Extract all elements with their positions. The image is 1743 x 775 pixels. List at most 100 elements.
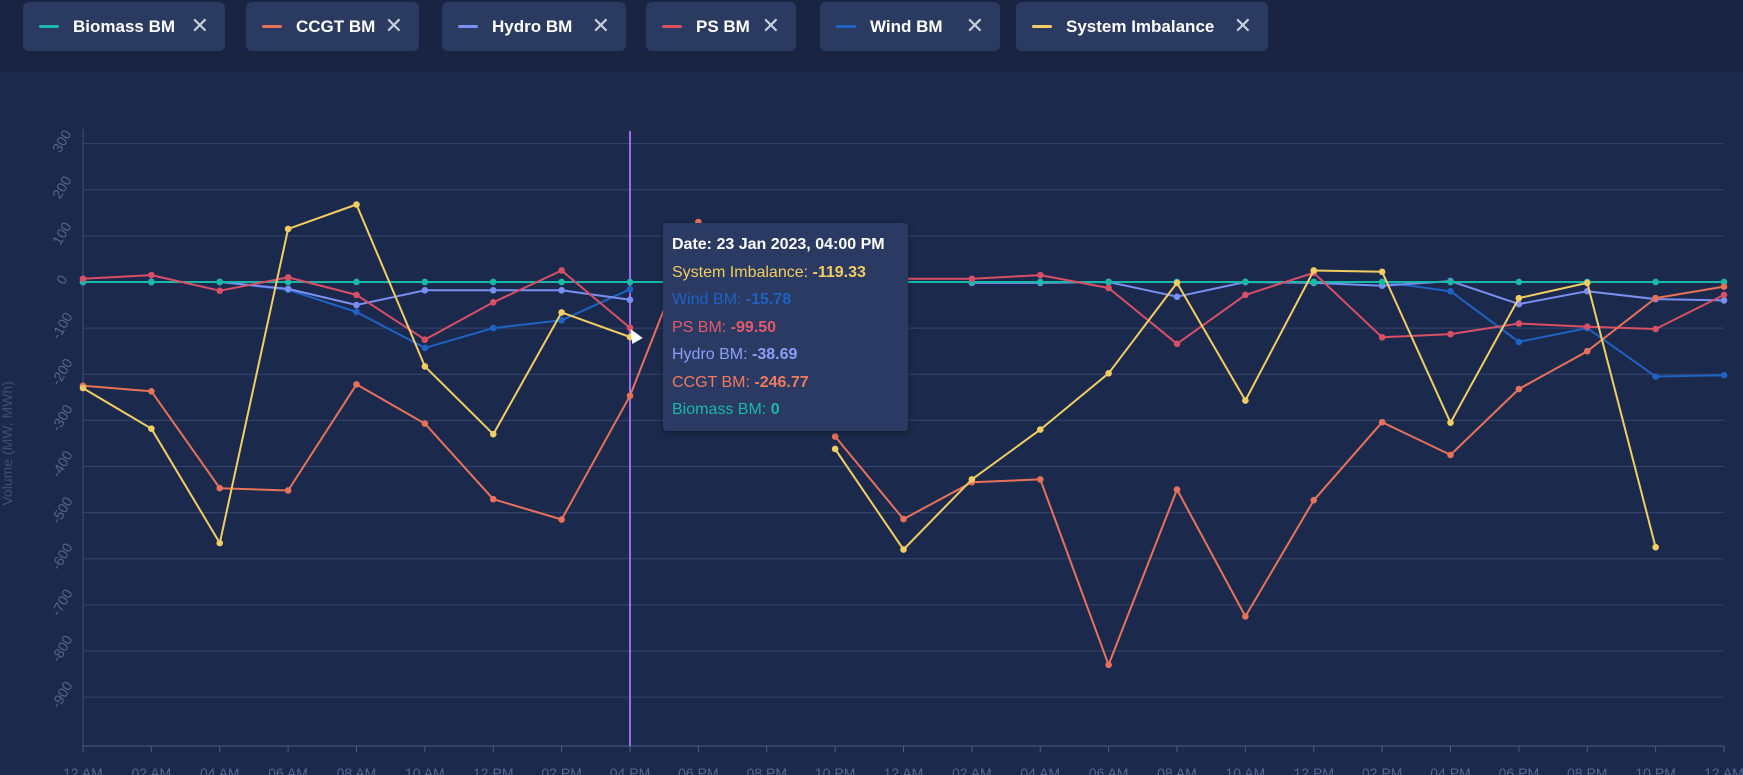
- x-tick-label: 02 AM: [952, 765, 992, 775]
- y-tick-label: -100: [48, 309, 76, 341]
- legend-chip-imbalance[interactable]: System Imbalance ✕: [1016, 2, 1268, 51]
- close-icon[interactable]: ✕: [591, 13, 610, 38]
- x-tick-label: 06 PM: [1499, 765, 1539, 775]
- data-point-biomass: [1447, 278, 1454, 286]
- data-point-biomass: [148, 278, 155, 286]
- x-tick-label: 10 AM: [1226, 765, 1266, 775]
- data-point-ps: [558, 267, 565, 274]
- x-tick-label: 06 PM: [678, 765, 718, 775]
- data-point-hydro: [1720, 297, 1728, 304]
- y-tick-label: 0: [53, 272, 71, 287]
- data-point-biomass: [1036, 278, 1044, 286]
- legend-swatch-biomass: [39, 25, 59, 28]
- tooltip-date: Date: 23 Jan 2023, 04:00 PM: [672, 236, 885, 253]
- data-point-imbalance: [558, 309, 565, 316]
- data-point-ps: [1720, 291, 1728, 299]
- data-point-ccgt: [1720, 283, 1728, 290]
- close-icon[interactable]: ✕: [761, 13, 780, 38]
- close-icon[interactable]: ✕: [965, 13, 984, 38]
- data-point-imbalance: [421, 363, 429, 370]
- y-tick-label: -400: [48, 448, 76, 480]
- x-tick-label: 12 PM: [473, 765, 513, 775]
- data-point-ccgt: [1583, 347, 1591, 355]
- data-point-ccgt: [1242, 613, 1249, 620]
- data-point-imbalance: [79, 384, 87, 392]
- data-point-wind: [1652, 373, 1659, 380]
- tooltip-row-value: -38.69: [752, 346, 798, 363]
- data-point-imbalance: [1583, 279, 1591, 287]
- data-point-hydro: [421, 286, 429, 294]
- data-point-imbalance: [216, 539, 224, 547]
- data-point-ps: [1242, 291, 1249, 299]
- y-tick-label: -900: [48, 678, 76, 710]
- tooltip-row: Biomass BM: 0: [672, 396, 899, 424]
- legend-chip-ps[interactable]: PS BM ✕: [646, 2, 796, 51]
- x-tick-label: 10 AM: [405, 765, 445, 775]
- data-point-ps: [1447, 330, 1454, 338]
- data-point-wind: [558, 316, 565, 324]
- data-point-ps: [1515, 320, 1523, 327]
- legend-swatch-wind: [836, 25, 856, 28]
- data-point-hydro: [626, 296, 634, 304]
- data-point-imbalance: [1105, 370, 1112, 377]
- data-point-ps: [353, 291, 360, 299]
- y-tick-label: -500: [48, 494, 76, 526]
- tooltip-row: Wind BM: -15.78: [672, 286, 899, 314]
- data-point-ccgt: [1310, 496, 1318, 504]
- tooltip-row: CCGT BM: -246.77: [672, 369, 899, 397]
- tooltip-row-label: Wind BM:: [672, 291, 746, 308]
- data-point-ccgt: [1447, 451, 1454, 459]
- data-point-biomass: [284, 278, 292, 286]
- data-point-wind: [1720, 371, 1728, 379]
- legend-chip-wind[interactable]: Wind BM ✕: [820, 2, 1000, 51]
- y-tick-label: -200: [48, 355, 76, 387]
- data-point-ccgt: [900, 515, 907, 523]
- data-point-ccgt: [1378, 418, 1386, 426]
- close-icon[interactable]: ✕: [190, 13, 209, 38]
- data-point-imbalance: [1173, 279, 1181, 287]
- data-point-hydro: [489, 286, 497, 294]
- y-tick-label: -800: [48, 632, 76, 664]
- data-point-biomass: [1310, 278, 1318, 286]
- tooltip-row-label: System Imbalance:: [672, 263, 813, 281]
- close-icon[interactable]: ✕: [384, 13, 403, 38]
- data-point-hydro: [353, 301, 360, 309]
- data-point-imbalance: [489, 430, 497, 438]
- data-point-ccgt: [148, 387, 155, 395]
- x-tick-label: 12 PM: [1294, 765, 1334, 775]
- legend-label-imbalance: System Imbalance: [1066, 16, 1215, 36]
- data-point-imbalance: [1515, 294, 1523, 302]
- data-point-wind: [489, 324, 497, 332]
- close-icon[interactable]: ✕: [1233, 13, 1252, 38]
- data-point-wind: [626, 285, 634, 293]
- data-point-ccgt: [1652, 294, 1659, 302]
- legend-swatch-ps: [662, 25, 682, 28]
- data-point-ps: [626, 324, 634, 332]
- x-tick-label: 02 PM: [1362, 765, 1402, 775]
- legend-label-ccgt: CCGT BM: [296, 16, 376, 36]
- data-point-ccgt: [1036, 476, 1044, 483]
- y-tick-label: -600: [48, 540, 76, 572]
- tooltip-row-label: Biomass BM:: [672, 401, 771, 418]
- data-point-imbalance: [900, 546, 907, 553]
- data-point-ps: [148, 271, 155, 279]
- data-point-ccgt: [284, 487, 292, 494]
- data-point-ps: [968, 275, 976, 283]
- data-point-ccgt: [421, 420, 429, 427]
- data-point-imbalance: [1652, 543, 1659, 551]
- legend-swatch-imbalance: [1032, 25, 1052, 28]
- x-tick-label: 12 AM: [1704, 765, 1743, 775]
- legend-chip-hydro[interactable]: Hydro BM ✕: [442, 2, 626, 51]
- data-point-imbalance: [1447, 419, 1454, 426]
- data-point-ps: [79, 275, 87, 283]
- legend-label-wind: Wind BM: [870, 16, 943, 36]
- data-point-biomass: [626, 278, 634, 286]
- x-tick-label: 04 AM: [200, 765, 240, 775]
- data-point-ps: [421, 336, 429, 343]
- legend-chip-biomass[interactable]: Biomass BM ✕: [23, 2, 225, 51]
- data-point-ps: [1036, 271, 1044, 279]
- y-tick-label: -700: [48, 586, 76, 618]
- data-point-biomass: [1720, 278, 1728, 286]
- tooltip-row-value: -119.33: [812, 263, 866, 281]
- legend-chip-ccgt[interactable]: CCGT BM ✕: [246, 2, 419, 51]
